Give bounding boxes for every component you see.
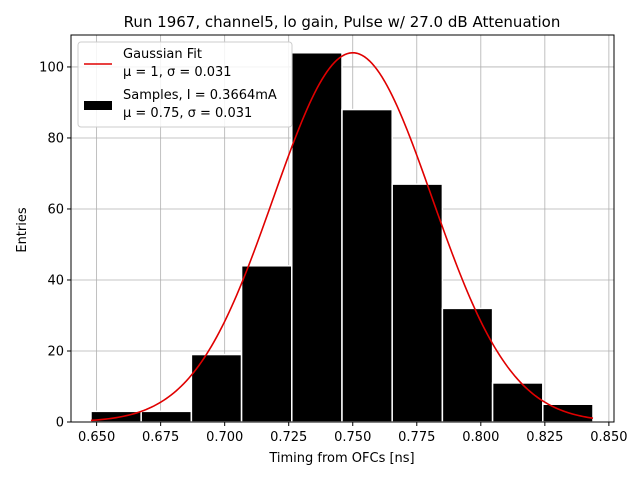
x-tick-label-3: 0.725 xyxy=(270,430,307,445)
legend-samples-params: μ = 0.75, σ = 0.031 xyxy=(123,106,252,121)
legend-fit-params: μ = 1, σ = 0.031 xyxy=(123,65,232,80)
x-tick-label-1: 0.675 xyxy=(142,430,179,445)
y-tick-label-3: 60 xyxy=(47,202,64,217)
x-axis-ticks: 0.650 0.675 0.700 0.725 0.750 0.775 0.800 0.825… xyxy=(78,422,627,445)
histogram-bar-6 xyxy=(391,183,444,423)
x-axis-label: Timing from OFCs [ns] xyxy=(268,451,414,466)
x-tick-label-2: 0.700 xyxy=(206,430,243,445)
y-tick-label-0: 0 xyxy=(56,416,64,431)
x-tick-label-8: 0.850 xyxy=(590,430,627,445)
y-tick-label-4: 80 xyxy=(47,131,64,146)
x-tick-label-5: 0.775 xyxy=(398,430,435,445)
chart-title: Run 1967, channel5, lo gain, Pulse w/ 27… xyxy=(124,13,561,31)
y-axis-ticks: 0 20 40 60 80 100 xyxy=(39,60,71,431)
x-tick-label-4: 0.750 xyxy=(334,430,371,445)
axes-spine xyxy=(70,34,615,423)
legend-fit-label: Gaussian Fit xyxy=(123,47,202,62)
legend-samples-swatch xyxy=(84,101,112,110)
histogram-bar-7 xyxy=(441,307,494,423)
x-tick-label-0: 0.650 xyxy=(78,430,115,445)
histogram-bar-4 xyxy=(291,52,343,423)
y-tick-label-1: 20 xyxy=(47,344,64,359)
legend: Gaussian Fit μ = 1, σ = 0.031 Samples, I… xyxy=(77,41,293,128)
x-tick-label-6: 0.800 xyxy=(462,430,499,445)
y-axis-label: Entries xyxy=(15,207,30,253)
histogram-bar-1 xyxy=(140,410,193,423)
legend-box xyxy=(77,41,293,128)
histogram-bar-8 xyxy=(491,382,544,423)
histogram-bar-5 xyxy=(341,108,393,423)
axes-frame xyxy=(70,34,615,423)
histogram-bars xyxy=(90,52,594,423)
legend-samples-label: Samples, I = 0.3664mA xyxy=(123,88,277,103)
histogram-bar-3 xyxy=(240,265,293,423)
x-tick-label-7: 0.825 xyxy=(526,430,563,445)
gaussian-fit-curve xyxy=(90,51,594,422)
y-tick-label-2: 40 xyxy=(47,273,64,288)
y-tick-label-5: 100 xyxy=(39,60,64,75)
